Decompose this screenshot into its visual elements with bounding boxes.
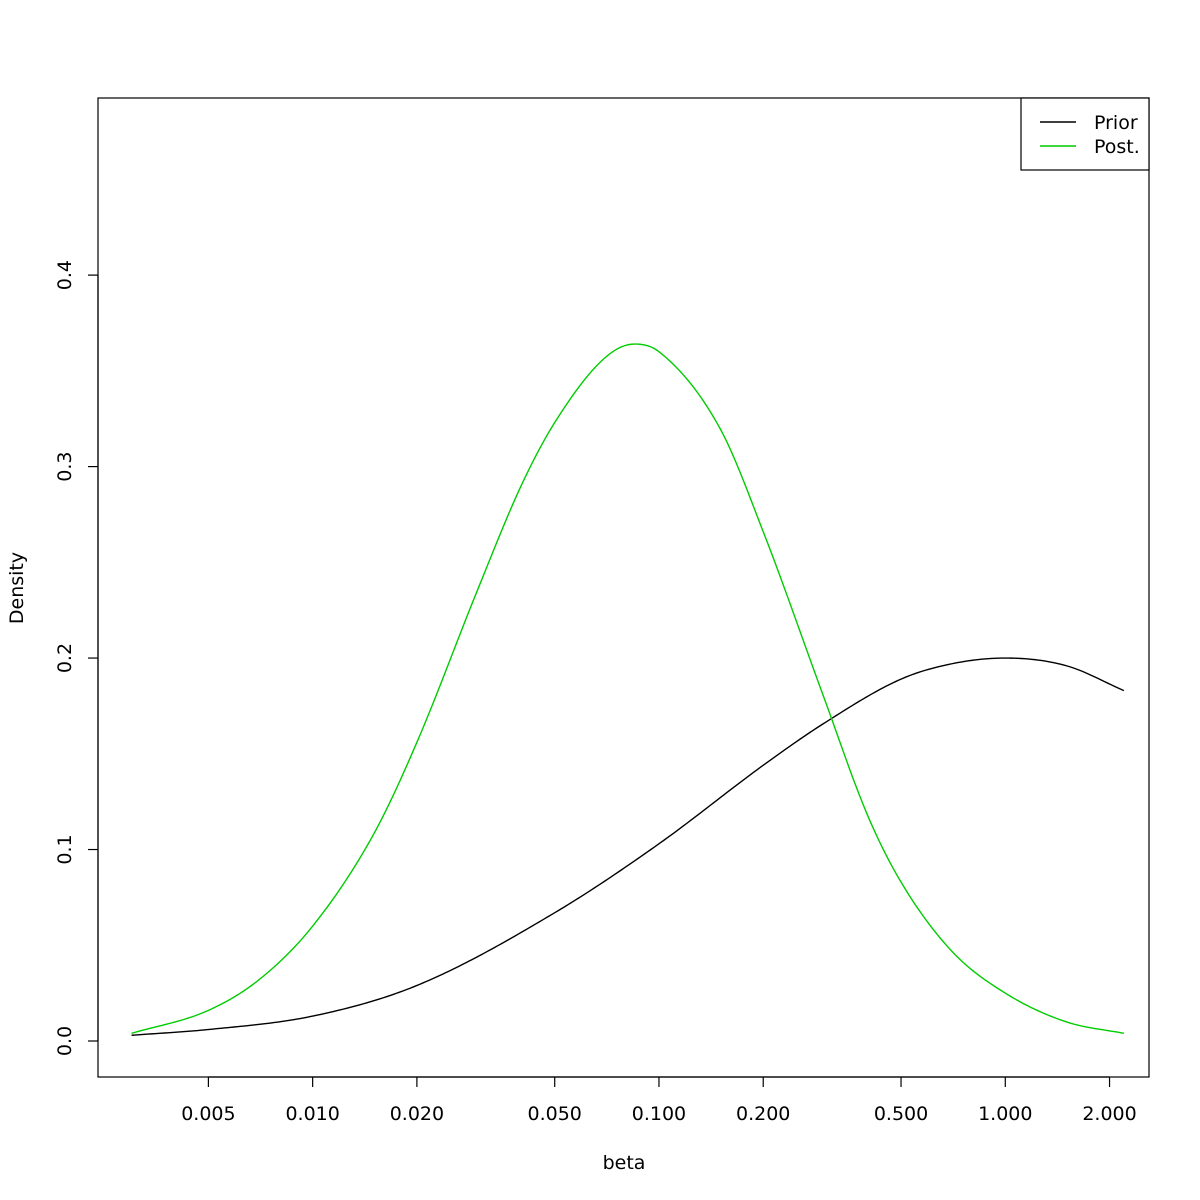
series-line-prior	[131, 657, 1125, 1036]
y-tick-label: 0.1	[54, 834, 76, 864]
series-layer	[131, 343, 1125, 1036]
x-tick-label: 0.050	[528, 1103, 582, 1125]
x-tick-label: 0.010	[285, 1103, 339, 1125]
x-tick-label: 0.100	[632, 1103, 686, 1125]
x-axis-title: beta	[603, 1152, 646, 1174]
y-tick-label: 0.2	[54, 643, 76, 673]
legend-label: Post.	[1094, 136, 1140, 158]
x-axis: 0.005 0.010 0.020 0.050 0.100 0.200 0.500 1.000…	[181, 1076, 1137, 1125]
x-tick-label: 2.000	[1082, 1103, 1136, 1125]
y-tick-label: 0.4	[54, 260, 76, 290]
legend-box	[1020, 97, 1150, 171]
y-axis: 0.0 0.1 0.2 0.3 0.4	[54, 260, 99, 1056]
x-tick-label: 1.000	[978, 1103, 1032, 1125]
y-tick-label: 0.0	[54, 1026, 76, 1056]
x-tick-label: 0.005	[181, 1103, 235, 1125]
plot-frame	[97, 97, 1150, 1078]
x-tick-label: 0.200	[736, 1103, 790, 1125]
series-line-post	[131, 343, 1125, 1035]
y-axis-title: Density	[6, 552, 28, 624]
legend-label: Prior	[1094, 112, 1138, 134]
x-tick-label: 0.500	[874, 1103, 928, 1125]
x-tick-label: 0.020	[390, 1103, 444, 1125]
y-tick-label: 0.3	[54, 451, 76, 481]
